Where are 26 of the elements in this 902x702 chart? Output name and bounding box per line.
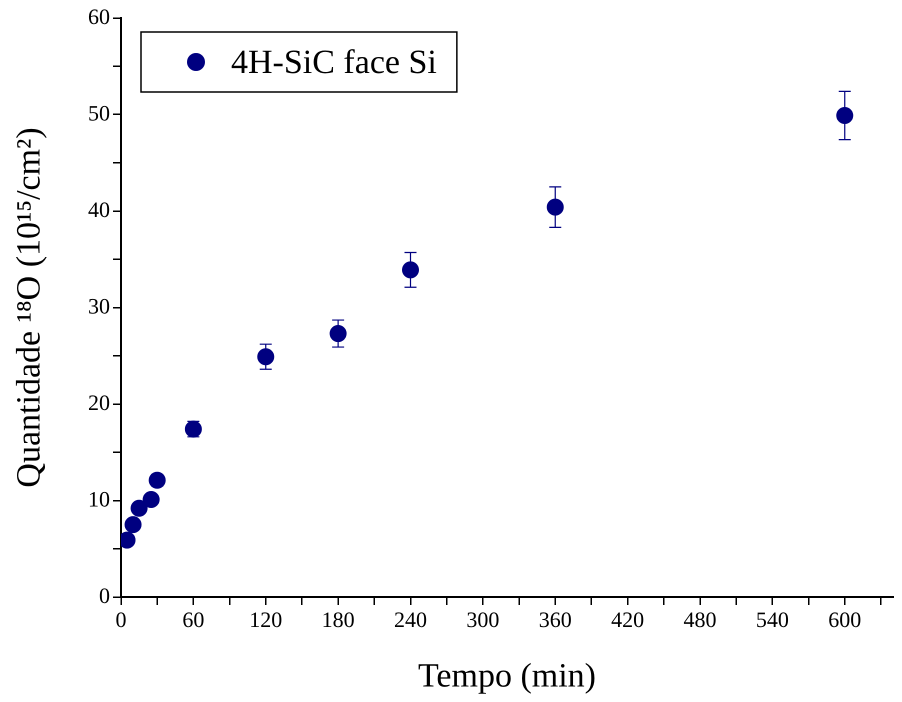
y-tick-label: 60 [88,4,110,29]
x-tick-label: 360 [538,606,572,632]
x-tick-label: 180 [322,606,355,632]
x-tick-label: 600 [828,606,862,632]
point [124,516,142,534]
x-tick-label: 60 [182,606,204,632]
x-tick-label: 300 [466,606,500,632]
point [142,491,160,508]
y-tick-label: 20 [88,390,110,415]
point [402,261,419,278]
x-tick-label: 420 [611,606,644,632]
x-tick-label: 0 [116,606,126,632]
x-tick-label: 240 [394,606,427,632]
y-tick-label: 40 [88,196,110,222]
y-axis-title: Quantidade ¹⁸O (10¹⁵/cm²) [10,127,48,488]
point [330,325,347,342]
y-tick-label: 50 [88,100,110,126]
y-tick-label: 10 [88,486,110,512]
x-tick-label: 120 [249,606,282,632]
y-tick-label: 30 [88,293,110,318]
y-tick-label: 0 [99,582,110,608]
x-tick-label: 540 [756,606,789,632]
point [130,500,148,517]
x-axis-title: Tempo (min) [418,658,596,695]
legend-label: 4H-SiC face Si [231,44,437,81]
x-tick-label: 480 [684,606,716,632]
